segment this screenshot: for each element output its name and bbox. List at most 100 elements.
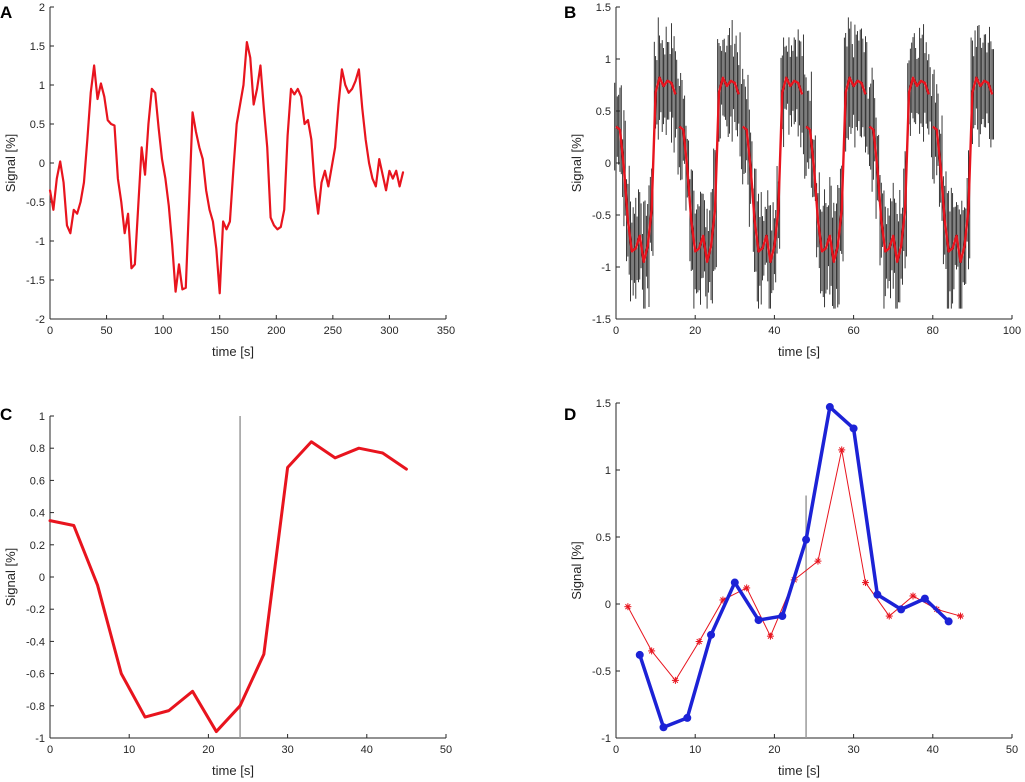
x-tick-label: 200 (267, 325, 285, 337)
x-tick-label: 80 (927, 325, 939, 337)
y-tick: 0.5 (596, 532, 620, 544)
y-tick: -0.6 (26, 669, 54, 681)
y-tick-label: -0.5 (592, 666, 611, 678)
mean-series-line (868, 76, 930, 263)
y-tick-label: -1 (35, 733, 45, 745)
red-point (861, 579, 869, 587)
y-tick: 0.8 (30, 443, 54, 455)
x-tick: 50 (1006, 734, 1018, 756)
y-tick-label: -1 (601, 733, 611, 745)
x-tick-label: 20 (768, 744, 780, 756)
x-tick: 20 (689, 315, 701, 337)
y-tick-label: 1 (39, 411, 45, 423)
x-tick: 0 (613, 315, 619, 337)
y-tick: 0.4 (30, 508, 54, 520)
y-tick: 0.6 (30, 475, 54, 487)
red-series-line (627, 449, 962, 681)
y-tick: 0 (605, 599, 620, 611)
x-tick-label: 10 (123, 744, 135, 756)
x-tick-label: 30 (281, 744, 293, 756)
x-tick: 150 (211, 315, 229, 337)
y-axis-label: Signal [%] (3, 134, 18, 193)
blue-point (754, 616, 763, 625)
star-stroke (815, 558, 821, 564)
y-tick: -0.5 (592, 666, 620, 678)
x-tick: 250 (324, 315, 342, 337)
y-tick-label: 0.4 (30, 508, 45, 520)
x-tick: 0 (47, 315, 53, 337)
x-axis-label: time [s] (778, 763, 820, 778)
y-tick-label: 0 (605, 158, 611, 170)
signal-series-line (48, 40, 405, 295)
x-tick: 300 (380, 315, 399, 337)
x-tick: 20 (768, 734, 781, 756)
x-tick-label: 0 (613, 325, 619, 337)
y-tick: 0 (39, 158, 54, 170)
y-tick: 2 (39, 2, 54, 14)
y-tick: -2 (35, 314, 54, 326)
x-tick: 50 (440, 734, 452, 756)
y-tick: -0.8 (26, 701, 54, 713)
x-tick-label: 100 (1003, 325, 1021, 337)
red-point (648, 647, 656, 655)
x-tick: 100 (154, 315, 172, 337)
panel-d: D 0 10 20 30 40 50 -1 -0.5 0 0.5 1 1.5 time [s] Signal… (564, 398, 1018, 778)
x-tick: 100 (1003, 315, 1021, 337)
x-tick-label: 100 (154, 325, 172, 337)
x-tick-label: 40 (361, 744, 373, 756)
mean-series-line (615, 76, 677, 263)
y-tick: -1.5 (592, 314, 620, 326)
x-tick-label: 0 (613, 744, 619, 756)
panel-label: D (564, 405, 576, 424)
y-tick: 1 (605, 465, 620, 477)
x-tick: 60 (847, 315, 860, 337)
y-tick: -1.5 (26, 275, 54, 287)
x-tick-label: 10 (689, 744, 701, 756)
y-axis-label: Signal [%] (569, 134, 584, 193)
red-point (885, 612, 893, 620)
y-tick-label: 2 (39, 2, 45, 14)
x-tick-label: 30 (847, 744, 859, 756)
y-tick: -1 (601, 733, 620, 745)
x-tick: 200 (267, 315, 285, 337)
x-tick-label: 150 (211, 325, 229, 337)
y-tick-label: 1.5 (596, 2, 611, 14)
y-axis-label: Signal [%] (3, 548, 18, 607)
y-tick-label: 0.5 (596, 106, 611, 118)
x-tick-label: 250 (324, 325, 342, 337)
blue-point (802, 535, 811, 544)
x-tick-label: 20 (202, 744, 214, 756)
blue-point (683, 713, 692, 722)
x-tick-label: 350 (437, 325, 455, 337)
y-tick: 1.5 (596, 398, 620, 410)
x-tick-label: 50 (440, 744, 452, 756)
red-point (909, 592, 917, 600)
y-tick-label: 1 (605, 54, 611, 66)
y-tick-label: -0.8 (26, 701, 45, 713)
y-tick-label: 1.5 (596, 398, 611, 410)
y-tick: 0.2 (30, 540, 54, 552)
x-tick-label: 50 (1006, 744, 1018, 756)
y-tick-label: 0.2 (30, 540, 45, 552)
blue-point (920, 594, 929, 603)
blue-point (944, 617, 953, 626)
y-tick-label: -1.5 (26, 275, 45, 287)
y-tick: -0.5 (592, 210, 620, 222)
y-tick-label: -0.4 (26, 636, 45, 648)
star-stroke (648, 648, 655, 654)
blue-point (707, 630, 716, 639)
mean-series-line (741, 76, 804, 263)
y-tick: 0 (605, 158, 620, 170)
star-stroke (743, 585, 750, 591)
red-point (743, 584, 751, 592)
star-stroke (625, 603, 631, 610)
red-point (695, 638, 703, 646)
y-tick: 1 (39, 411, 54, 423)
x-axis-label: time [s] (212, 344, 254, 359)
blue-point (659, 723, 668, 732)
star-stroke (957, 613, 964, 619)
y-tick: -0.2 (26, 604, 54, 616)
blue-point (873, 590, 882, 599)
y-tick: -0.4 (26, 636, 54, 648)
